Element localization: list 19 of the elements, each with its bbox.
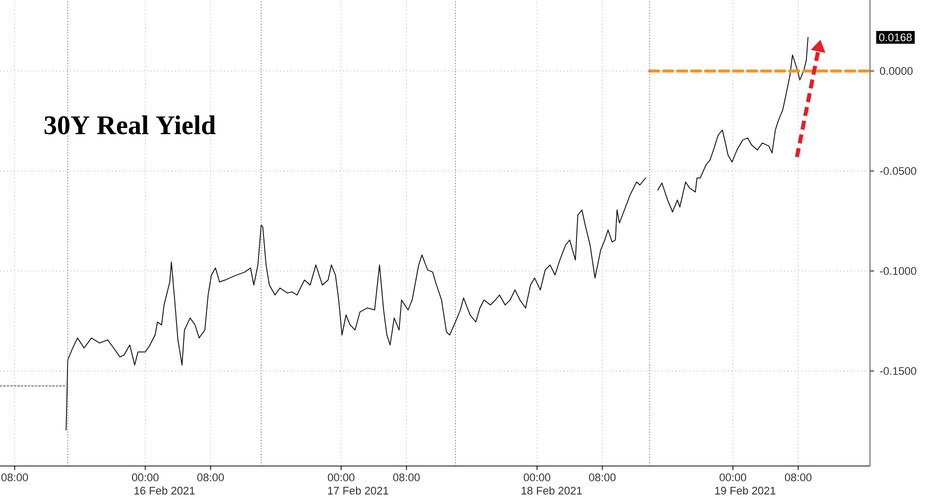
text: 18 Feb 2021 (522, 486, 582, 495)
y-tick-label: -0.1000 (880, 267, 916, 275)
x-tick-label: 00:00 (720, 474, 746, 482)
text: 30Y Real Yield (44, 115, 216, 134)
y-tick-label: 0.0000 (880, 67, 913, 75)
x-tick-label: 00:00 (524, 474, 550, 482)
x-tick-label: 08:00 (197, 474, 224, 482)
text: 16 Feb 2021 (134, 486, 195, 495)
y-tick-label: 0.0168 (879, 34, 912, 42)
x-tick-label: 08:00 (1, 474, 28, 482)
text: 19 Feb 2021 (715, 486, 776, 495)
x-tick-label: 00:00 (328, 474, 354, 482)
y-tick-label: -0.1500 (880, 367, 916, 375)
x-tick-label: 08:00 (589, 474, 616, 482)
x-tick-label: 08:00 (784, 474, 812, 482)
y-tick-label: -0.0500 (880, 167, 916, 175)
text: 17 Feb 2021 (328, 486, 388, 495)
x-tick-label: 00:00 (132, 474, 159, 482)
x-tick-label: 08:00 (393, 474, 420, 482)
